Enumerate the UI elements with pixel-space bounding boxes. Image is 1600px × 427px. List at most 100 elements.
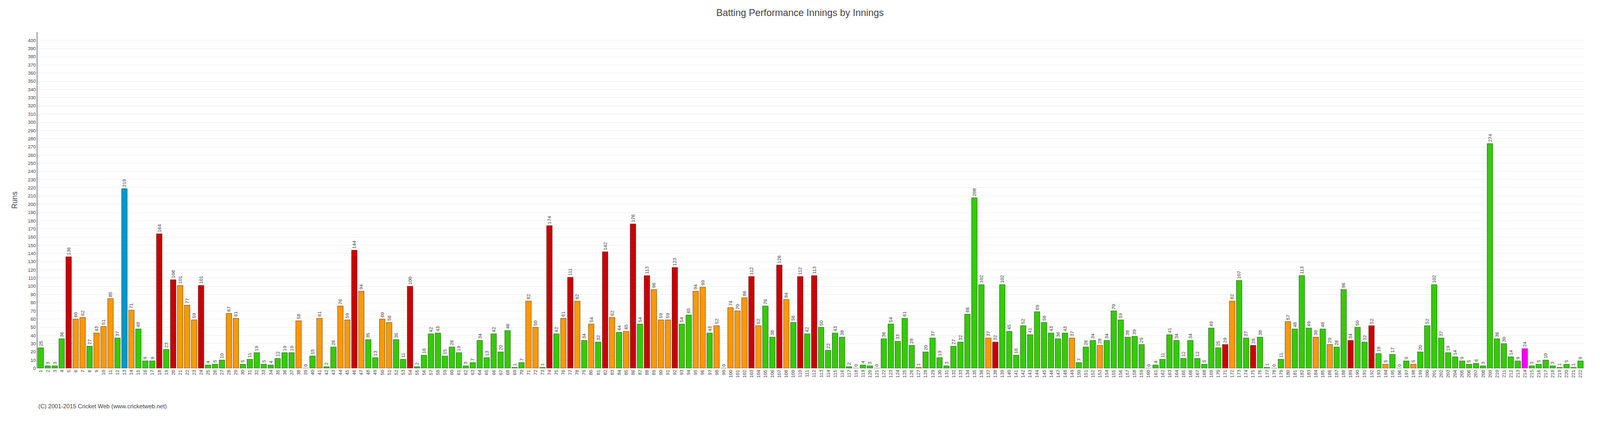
svg-text:32: 32 — [253, 369, 260, 375]
svg-text:10: 10 — [219, 353, 225, 359]
svg-text:32: 32 — [992, 334, 998, 341]
svg-text:27: 27 — [86, 338, 93, 344]
svg-text:45: 45 — [344, 369, 350, 375]
svg-text:79: 79 — [581, 369, 587, 375]
svg-text:5: 5 — [1563, 359, 1570, 363]
svg-text:Batting Performance Innings by: Batting Performance Innings by Innings — [716, 7, 884, 19]
svg-text:2: 2 — [45, 369, 51, 373]
svg-text:50: 50 — [818, 320, 824, 326]
svg-text:43: 43 — [832, 325, 838, 332]
svg-text:274: 274 — [1487, 133, 1493, 142]
svg-text:54: 54 — [888, 316, 894, 323]
svg-text:213: 213 — [1515, 369, 1521, 378]
svg-text:52: 52 — [714, 318, 720, 324]
svg-text:11: 11 — [107, 369, 114, 375]
svg-text:97: 97 — [707, 369, 713, 375]
svg-text:17: 17 — [1389, 347, 1396, 353]
svg-text:82: 82 — [574, 293, 580, 300]
svg-text:7: 7 — [1076, 357, 1082, 361]
svg-text:16: 16 — [142, 369, 148, 375]
svg-text:120: 120 — [27, 267, 36, 273]
svg-text:146: 146 — [1048, 369, 1054, 378]
svg-text:52: 52 — [1369, 318, 1375, 324]
svg-text:89: 89 — [651, 369, 657, 375]
svg-text:0: 0 — [302, 363, 309, 367]
svg-text:25: 25 — [1215, 340, 1221, 347]
svg-text:0: 0 — [1396, 363, 1403, 367]
svg-text:153: 153 — [1097, 369, 1103, 378]
svg-text:43: 43 — [1048, 325, 1054, 332]
svg-text:156: 156 — [1117, 369, 1124, 378]
svg-text:130: 130 — [27, 258, 36, 264]
svg-text:53: 53 — [400, 369, 406, 375]
svg-text:41: 41 — [1166, 327, 1173, 333]
svg-text:170: 170 — [27, 226, 36, 232]
svg-text:50: 50 — [30, 324, 36, 330]
svg-text:30: 30 — [30, 340, 36, 347]
svg-text:76: 76 — [560, 369, 566, 375]
svg-text:113: 113 — [811, 266, 818, 274]
svg-text:204: 204 — [1452, 369, 1458, 378]
svg-text:20: 20 — [30, 348, 36, 355]
svg-text:20: 20 — [498, 344, 504, 350]
svg-text:43: 43 — [435, 325, 441, 332]
svg-text:270: 270 — [27, 144, 36, 150]
svg-text:9: 9 — [1403, 356, 1410, 359]
svg-text:104: 104 — [755, 369, 762, 378]
svg-text:195: 195 — [1389, 369, 1396, 378]
svg-text:34: 34 — [1090, 333, 1096, 339]
svg-text:74: 74 — [546, 369, 552, 375]
svg-text:29: 29 — [1138, 337, 1144, 343]
svg-text:38: 38 — [1313, 330, 1319, 336]
svg-text:148: 148 — [1062, 369, 1068, 378]
svg-text:24: 24 — [1522, 341, 1528, 347]
svg-text:208: 208 — [971, 187, 978, 196]
svg-text:36: 36 — [59, 331, 65, 338]
svg-text:52: 52 — [755, 318, 762, 324]
svg-text:168: 168 — [1201, 369, 1207, 378]
svg-text:113: 113 — [818, 369, 824, 378]
svg-text:154: 154 — [1104, 369, 1110, 378]
svg-text:125: 125 — [901, 369, 908, 378]
svg-text:13: 13 — [484, 350, 490, 356]
svg-text:69: 69 — [1034, 304, 1040, 310]
svg-text:74: 74 — [728, 300, 734, 306]
svg-text:77: 77 — [567, 369, 573, 375]
svg-text:41: 41 — [1027, 327, 1033, 333]
svg-text:370: 370 — [27, 62, 36, 68]
svg-text:192: 192 — [1369, 369, 1375, 378]
svg-text:198: 198 — [1410, 369, 1416, 378]
svg-text:36: 36 — [282, 369, 288, 375]
svg-text:166: 166 — [1187, 369, 1194, 378]
svg-text:33: 33 — [894, 333, 901, 340]
svg-text:75: 75 — [553, 369, 559, 375]
svg-text:109: 109 — [790, 369, 796, 378]
svg-text:199: 199 — [1417, 369, 1423, 378]
svg-text:186: 186 — [1326, 369, 1333, 378]
svg-text:176: 176 — [630, 214, 636, 223]
svg-text:150: 150 — [1076, 369, 1082, 378]
svg-text:22: 22 — [825, 342, 831, 349]
svg-text:172: 172 — [1229, 369, 1235, 378]
svg-text:115: 115 — [832, 369, 838, 378]
svg-text:8: 8 — [86, 369, 93, 373]
svg-text:107: 107 — [776, 369, 782, 378]
svg-text:34: 34 — [1347, 333, 1354, 339]
svg-text:37: 37 — [1243, 330, 1249, 336]
svg-text:39: 39 — [1131, 329, 1138, 335]
svg-text:46: 46 — [351, 369, 357, 375]
svg-text:20: 20 — [170, 369, 176, 375]
svg-text:12: 12 — [114, 369, 120, 375]
svg-text:3: 3 — [1549, 361, 1556, 364]
svg-text:29: 29 — [233, 369, 239, 375]
svg-text:0: 0 — [721, 363, 727, 367]
svg-text:207: 207 — [1473, 369, 1479, 378]
svg-text:143: 143 — [1027, 369, 1033, 378]
svg-text:184: 184 — [1313, 369, 1319, 378]
svg-text:1: 1 — [1264, 362, 1270, 366]
svg-text:174: 174 — [546, 216, 552, 224]
svg-text:112: 112 — [811, 369, 817, 378]
svg-text:138: 138 — [992, 369, 998, 378]
svg-text:181: 181 — [1292, 369, 1298, 378]
svg-text:37: 37 — [114, 330, 120, 336]
